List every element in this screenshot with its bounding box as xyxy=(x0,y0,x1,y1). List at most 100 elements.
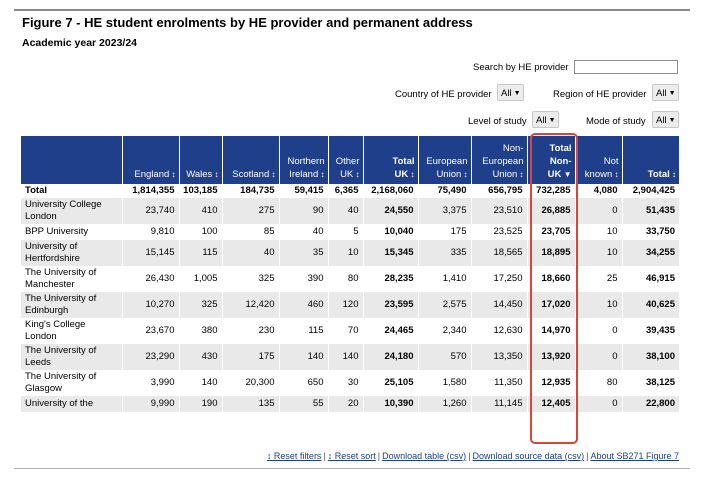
table-cell: 18,565 xyxy=(470,240,527,266)
table-cell: 18,895 xyxy=(526,240,575,266)
column-header-label: Other xyxy=(335,156,360,167)
table-cell: 20 xyxy=(327,396,363,412)
table-cell: 120 xyxy=(327,292,363,318)
region-filter-select[interactable]: All ▼ xyxy=(652,84,679,101)
column-header-label: known xyxy=(584,169,613,180)
table-cell: 325 xyxy=(178,292,222,318)
country-filter-select[interactable]: All ▼ xyxy=(497,84,524,101)
column-header-label: UK xyxy=(394,169,409,180)
table-cell: 6,365 xyxy=(327,184,363,198)
provider-name-cell: The University of Leeds xyxy=(21,344,122,370)
column-header[interactable]: England ↕ xyxy=(121,136,179,184)
table-cell: 20,300 xyxy=(221,370,279,396)
table-row: University College London 23,740 410 275 90 4… xyxy=(21,198,679,224)
table-cell: 0 xyxy=(574,396,622,412)
table-cell: 0 xyxy=(574,198,622,224)
footer-link[interactable]: Download table (csv) xyxy=(382,451,467,461)
provider-name-cell: King's College London xyxy=(21,318,122,344)
table-cell: 12,405 xyxy=(526,396,575,412)
table-cell: 190 xyxy=(178,396,222,412)
table-row: The University of Edinburgh 10,270 325 12,4… xyxy=(21,292,679,318)
table-cell: 24,180 xyxy=(362,344,418,370)
provider-name-cell: BPP University xyxy=(21,224,122,240)
column-header-label: Total xyxy=(549,143,572,154)
table-cell: 9,810 xyxy=(121,224,179,240)
column-header[interactable]: Total Non- UK ▼ xyxy=(526,136,575,184)
column-header[interactable]: Total ↕ xyxy=(621,136,679,184)
table-row: University of the 9,990 190 135 55 20 10,390 1,… xyxy=(21,396,679,412)
table-cell: 23,740 xyxy=(121,198,179,224)
table-cell: 275 xyxy=(221,198,279,224)
bottom-rule xyxy=(14,468,690,469)
table-cell: 39,435 xyxy=(621,318,679,344)
table-cell: 390 xyxy=(278,266,328,292)
footer-link[interactable]: ↕ Reset filters xyxy=(266,451,322,461)
column-header[interactable]: Not known ↕ xyxy=(574,136,622,184)
figure-subtitle: Academic year 2023/24 xyxy=(22,37,138,49)
column-header-label: Not xyxy=(603,156,619,167)
level-filter-select[interactable]: All ▼ xyxy=(532,111,559,128)
column-header[interactable]: Northern Ireland ↕ xyxy=(278,136,328,184)
table-cell: 24,465 xyxy=(362,318,418,344)
table-cell: 38,125 xyxy=(621,370,679,396)
column-header[interactable]: Scotland ↕ xyxy=(221,136,279,184)
table-cell: 325 xyxy=(221,266,279,292)
table-body: Total 1,814,355 103,185 184,735 59,415 6,365 2… xyxy=(21,184,679,412)
provider-name-cell: University of Hertfordshire xyxy=(21,240,122,266)
table-cell: 12,935 xyxy=(526,370,575,396)
table-row: The University of Manchester 26,430 1,005 3… xyxy=(21,266,679,292)
separator: | xyxy=(468,451,471,461)
table-cell: 70 xyxy=(327,318,363,344)
search-label: Search by HE provider xyxy=(473,62,569,73)
column-header[interactable]: Non- European Union ↕ xyxy=(470,136,527,184)
table-cell: 35 xyxy=(278,240,328,266)
level-filter-label: Level of study xyxy=(468,116,527,127)
footer-link[interactable]: About SB271 Figure 7 xyxy=(590,451,679,461)
provider-search-input[interactable] xyxy=(574,60,678,74)
table-cell: 335 xyxy=(417,240,471,266)
table-cell: 5 xyxy=(327,224,363,240)
region-filter-value: All xyxy=(656,88,667,99)
column-header[interactable]: Total UK ↕ xyxy=(362,136,418,184)
chevron-down-icon: ▼ xyxy=(548,117,556,124)
table-cell: 75,490 xyxy=(417,184,471,198)
total-row: Total 1,814,355 103,185 184,735 59,415 6,365 2… xyxy=(21,184,679,198)
chevron-down-icon: ▼ xyxy=(513,90,521,97)
column-header[interactable]: European Union ↕ xyxy=(417,136,471,184)
table-cell: 430 xyxy=(178,344,222,370)
table-cell: 24,550 xyxy=(362,198,418,224)
footer-links: ↕ Reset filters | ↕ Reset sort | Download ta… xyxy=(267,451,679,461)
table-cell: 23,525 xyxy=(470,224,527,240)
table-cell: 22,800 xyxy=(621,396,679,412)
column-header[interactable]: Other UK ↕ xyxy=(327,136,363,184)
column-header-label: European xyxy=(426,156,468,167)
table-cell: 25 xyxy=(574,266,622,292)
table-cell: 10,390 xyxy=(362,396,418,412)
table-cell: 10 xyxy=(574,224,622,240)
table-cell: 0 xyxy=(574,318,622,344)
table-cell: 140 xyxy=(178,370,222,396)
table-cell: 14,450 xyxy=(470,292,527,318)
table-cell: 23,510 xyxy=(470,198,527,224)
sort-icon: ↕ xyxy=(269,170,276,179)
column-header[interactable]: Wales ↕ xyxy=(178,136,222,184)
table-cell: 28,235 xyxy=(362,266,418,292)
column-header-label: England xyxy=(134,169,170,180)
footer-link[interactable]: Download source data (csv) xyxy=(472,451,585,461)
table-cell: 380 xyxy=(178,318,222,344)
table-cell: 2,904,425 xyxy=(621,184,679,198)
sort-icon: ↕ xyxy=(461,170,468,179)
mode-filter-select[interactable]: All ▼ xyxy=(652,111,679,128)
footer-link[interactable]: ↕ Reset sort xyxy=(327,451,376,461)
column-header-label: UK xyxy=(547,169,562,180)
provider-name-cell: University College London xyxy=(21,198,122,224)
column-header-label: Non- xyxy=(502,143,524,154)
table-cell: 570 xyxy=(417,344,471,370)
table-cell: 2,340 xyxy=(417,318,471,344)
table-cell: 115 xyxy=(178,240,222,266)
table-cell: 26,885 xyxy=(526,198,575,224)
column-header xyxy=(21,136,122,184)
table-cell: 1,410 xyxy=(417,266,471,292)
table-cell: 40 xyxy=(221,240,279,266)
table-cell: 103,185 xyxy=(178,184,222,198)
